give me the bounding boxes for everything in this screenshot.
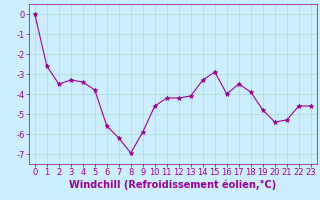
X-axis label: Windchill (Refroidissement éolien,°C): Windchill (Refroidissement éolien,°C) <box>69 180 276 190</box>
